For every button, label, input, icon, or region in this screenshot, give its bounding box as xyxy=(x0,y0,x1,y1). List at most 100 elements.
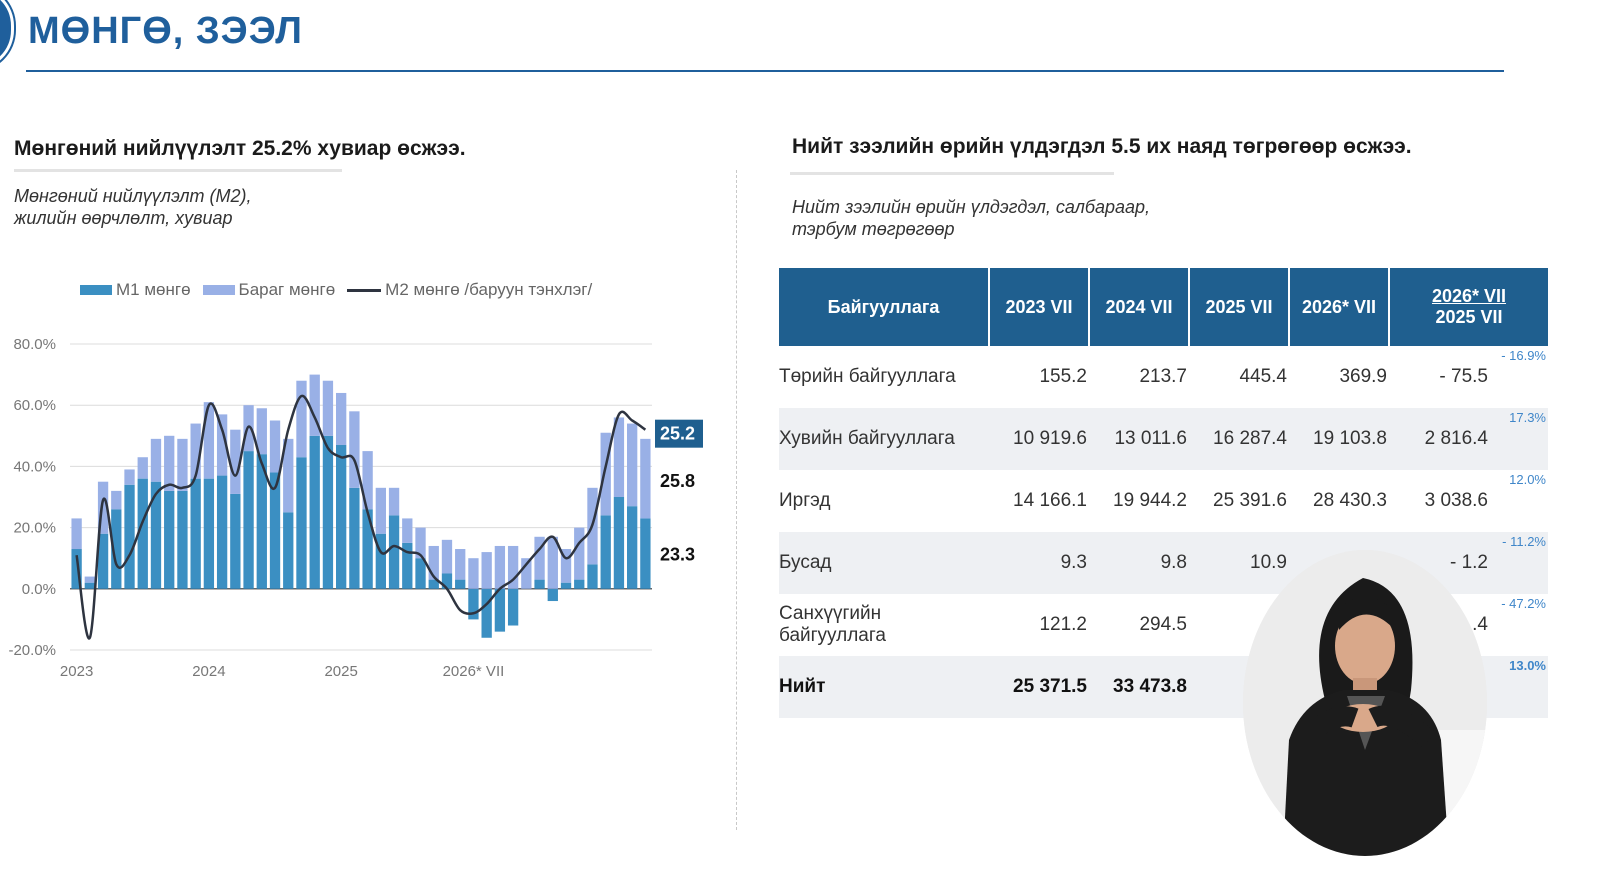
header-change-bottom: 2025 VII xyxy=(1435,307,1503,327)
title-underline xyxy=(26,70,1504,72)
legend-item-m1: M1 мөнгө xyxy=(80,280,191,300)
row-org: Иргэд xyxy=(779,490,831,511)
legend-label-quasi: Бараг мөнгө xyxy=(238,280,336,299)
cell-2025: 10.9 xyxy=(1189,532,1289,594)
bar-m1 xyxy=(111,509,122,589)
bar-quasi-money xyxy=(283,438,294,513)
legend-swatch-quasi xyxy=(202,285,235,295)
y-tick-label: -20.0% xyxy=(8,642,56,659)
y-tick-label: 0.0% xyxy=(22,581,56,598)
bar-quasi-money xyxy=(481,552,492,589)
bar-m1 xyxy=(230,493,241,589)
header-org: Байгууллага xyxy=(779,268,989,346)
end-label-m2: 25.2 xyxy=(660,424,695,444)
cell-2024: 13 011.6 xyxy=(1089,408,1189,470)
bar-m1 xyxy=(468,588,479,620)
bar-m1 xyxy=(71,549,82,589)
bar-m1 xyxy=(428,579,439,589)
legend-item-m2: M2 мөнгө /баруун тэнхлэг/ xyxy=(347,280,592,300)
header-2026: 2026* VII xyxy=(1288,268,1389,346)
bar-m1 xyxy=(587,564,598,589)
cell-2023: 9.3 xyxy=(989,532,1089,594)
cell-2024: 33 473.8 xyxy=(1089,656,1189,718)
cell-2024: 9.8 xyxy=(1089,532,1189,594)
bar-m1 xyxy=(177,490,188,589)
bar-quasi-money xyxy=(137,457,148,479)
row-org: Төрийн байгууллага xyxy=(779,366,956,387)
legend-label-m2: M2 мөнгө /баруун тэнхлэг/ xyxy=(385,280,593,299)
bar-quasi-money xyxy=(388,487,400,516)
bar-m1 xyxy=(534,579,545,589)
bar-m1 xyxy=(97,533,109,589)
bar-m1 xyxy=(441,573,453,589)
interpreter-figure xyxy=(1243,550,1487,856)
bar-m1 xyxy=(507,588,519,626)
bar-quasi-money xyxy=(574,527,585,580)
pct-badge: - 16.9% xyxy=(1501,348,1546,363)
right-subtitle-line1: Нийт зээлийн өрийн үлдэгдэл, салбараар, xyxy=(792,197,1151,217)
bar-quasi-money xyxy=(336,392,347,445)
bar-quasi-money xyxy=(164,435,175,491)
bar-m1 xyxy=(190,478,201,589)
pct-badge: 17.3% xyxy=(1509,410,1546,425)
cell-2026: 28 430.3 xyxy=(1313,490,1387,511)
bar-quasi-money xyxy=(71,518,82,550)
change-value: .4 xyxy=(1472,614,1488,635)
bar-quasi-money xyxy=(428,545,439,580)
page-title: МӨНГӨ, ЗЭЭЛ xyxy=(28,10,303,52)
bar-quasi-money xyxy=(362,451,373,510)
left-heading: Мөнгөний нийлүүлэлт 25.2% хувиар өсжээ. xyxy=(14,137,466,160)
bar-m1 xyxy=(415,558,426,589)
right-heading-rule xyxy=(790,172,1114,175)
change-value: 3 038.6 xyxy=(1424,490,1488,511)
cell-2024: 213.7 xyxy=(1139,366,1187,387)
pct-badge: - 47.2% xyxy=(1501,596,1546,611)
bar-m1 xyxy=(336,444,347,589)
header-change: 2026* VII 2025 VII xyxy=(1388,268,1548,346)
x-tick-label: 2025 xyxy=(324,663,357,680)
left-subtitle: Мөнгөний нийлүүлэлт (M2), жилийн өөрчлөл… xyxy=(14,185,252,229)
cell-2025: 445.4 xyxy=(1239,366,1287,387)
bar-m1 xyxy=(243,451,254,589)
cell-2026: 19 103.8 xyxy=(1289,408,1389,470)
cell-change: 12.0% 3 038.6 xyxy=(1389,470,1548,532)
bar-quasi-money xyxy=(547,536,558,589)
bar-m1 xyxy=(640,518,651,589)
bar-quasi-money xyxy=(150,438,162,482)
cell-2025: 25 391.6 xyxy=(1213,490,1287,511)
bar-quasi-money xyxy=(203,402,215,479)
cell-change: - 47.2% .4 xyxy=(1389,594,1548,656)
bar-quasi-money xyxy=(560,549,572,583)
bar-m1 xyxy=(547,588,558,602)
y-tick-label: 20.0% xyxy=(13,520,56,537)
right-subtitle: Нийт зээлийн өрийн үлдэгдэл, салбараар, … xyxy=(792,196,1150,240)
bar-quasi-money xyxy=(441,539,453,574)
header-change-top: 2026* VII xyxy=(1431,286,1507,306)
cell-2025: 16 287.4 xyxy=(1189,408,1289,470)
row-org-line2: байгууллага xyxy=(779,625,886,646)
header-2024: 2024 VII xyxy=(1088,268,1189,346)
bar-quasi-money xyxy=(521,558,532,589)
cell-2023: 155.2 xyxy=(1039,366,1087,387)
bar-quasi-money xyxy=(600,432,611,516)
legend-swatch-m1 xyxy=(80,285,112,295)
line-m2 xyxy=(75,394,647,640)
bar-quasi-money xyxy=(230,429,241,494)
bar-m1 xyxy=(137,478,148,589)
row-org: Санхүүгийн байгууллага xyxy=(779,594,989,656)
table-row: Төрийн байгууллага 155.2 213.7 445.4 369… xyxy=(779,346,1548,408)
change-value: - 75.5 xyxy=(1439,366,1488,387)
y-tick-label: 60.0% xyxy=(13,397,56,414)
bar-quasi-money xyxy=(640,438,651,519)
bar-quasi-money xyxy=(627,423,638,507)
row-org-line1: Санхүүгийн xyxy=(779,603,882,624)
section-divider xyxy=(736,170,737,830)
bar-m1 xyxy=(84,582,95,589)
bar-quasi-money xyxy=(269,420,281,473)
bar-quasi-money xyxy=(402,518,413,543)
bar-quasi-money xyxy=(375,487,386,534)
bar-m1 xyxy=(455,579,466,589)
bar-quasi-money xyxy=(124,469,135,485)
header-2025: 2025 VII xyxy=(1188,268,1289,346)
table-row: Иргэд 14 166.1 19 944.2 25 391.6 28 430.… xyxy=(779,470,1548,532)
